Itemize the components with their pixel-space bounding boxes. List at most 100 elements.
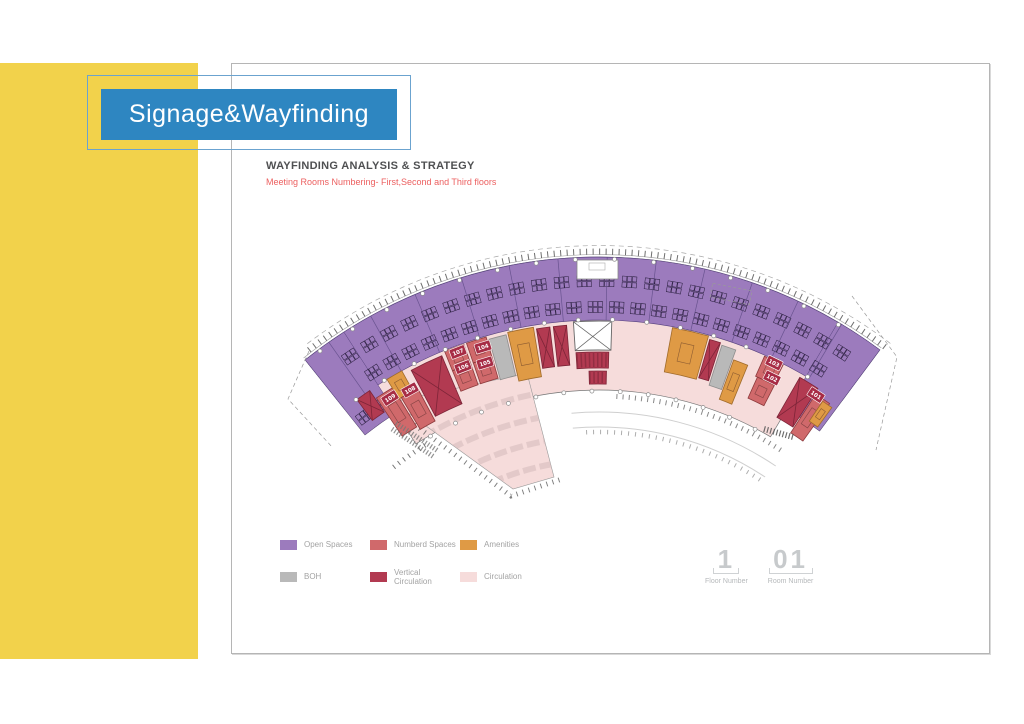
desk-cluster [732, 323, 751, 340]
room-tag: 106 [453, 359, 473, 375]
room-tag-label: 103 [767, 359, 780, 370]
section-subheading: Meeting Rooms Numbering- First,Second an… [266, 177, 497, 187]
room [575, 351, 610, 370]
plan-shape [552, 326, 571, 366]
column [651, 259, 657, 265]
desk-cluster [502, 309, 520, 324]
desk-cluster [553, 276, 570, 289]
desk-cluster [832, 343, 852, 362]
room-furniture [410, 399, 427, 419]
column [384, 307, 390, 313]
column [495, 267, 500, 273]
desk-cluster [608, 301, 625, 314]
legend-swatch-boh [280, 571, 297, 582]
column [690, 266, 695, 271]
room-tags-group: 109 108 107 106 104 105 103 102 101 [380, 339, 826, 407]
room-furniture [814, 408, 826, 421]
column [572, 257, 578, 262]
desk-cluster [508, 281, 526, 296]
legend-item-open-spaces: Open Spaces [280, 539, 370, 550]
column [673, 397, 679, 403]
column [728, 275, 733, 281]
column [508, 326, 513, 332]
desk-cluster [523, 305, 540, 320]
desk-cluster [544, 302, 561, 317]
ramp [390, 426, 436, 460]
slide-title-label: Signage&Wayfinding [128, 100, 370, 128]
plan-shape [557, 258, 564, 322]
room-tag-label: 109 [384, 393, 397, 404]
column [644, 319, 650, 325]
plan-shape [287, 350, 334, 449]
room [708, 344, 737, 391]
room-tag-label: 102 [765, 374, 778, 385]
column [561, 390, 567, 396]
plan-shape [303, 254, 882, 359]
desk-cluster [712, 317, 731, 333]
terrace-box [576, 259, 619, 280]
column [541, 320, 547, 326]
floor-number-label: Floor Number [705, 578, 748, 585]
room-tag-label: 105 [479, 359, 492, 368]
room-number-label: Room Number [767, 578, 814, 585]
desk-cluster [566, 301, 582, 314]
plan-shape [708, 339, 711, 381]
desk-cluster [379, 324, 399, 342]
floor-number-bracket [713, 568, 740, 574]
column [353, 397, 359, 402]
room-number-bracket [768, 568, 813, 574]
desk-cluster [481, 313, 499, 329]
plan-shape [370, 315, 402, 372]
plan-shape [575, 320, 613, 351]
legend-item-circulation: Circulation [460, 571, 550, 582]
legend-swatch-circulation [460, 571, 477, 582]
column [575, 317, 581, 323]
column [479, 409, 484, 415]
plan-shape [698, 342, 721, 379]
floorplan: 109 108 107 106 104 105 103 102 101 [280, 238, 915, 513]
floor-number-block: 1 Floor Number [705, 544, 748, 585]
desk-cluster [813, 332, 832, 350]
plan-shape [307, 245, 891, 344]
column [836, 322, 841, 328]
legend-swatch-open-spaces [280, 539, 297, 550]
legend-swatch-amenities [460, 539, 477, 550]
column [317, 348, 323, 354]
floor-number-value: 1 [717, 544, 736, 574]
room [808, 400, 833, 428]
legend-item-vertical-circulation: Vertical Circulation [370, 568, 460, 586]
plan-shape [557, 325, 567, 367]
desk-cluster [773, 312, 792, 329]
desk-cluster [460, 319, 479, 336]
desk-cluster [709, 289, 728, 305]
column [533, 260, 539, 266]
floorplan-svg: 109 108 107 106 104 105 103 102 101 [287, 245, 898, 499]
plan-shape [586, 429, 762, 482]
plan-shape [616, 394, 784, 453]
desk-cluster [790, 349, 810, 367]
room-tag-label: 108 [404, 385, 417, 396]
desk-cluster [421, 305, 440, 323]
site-arc [571, 411, 776, 467]
desk-cluster [687, 284, 706, 300]
room-number-value: 01 [773, 544, 809, 574]
room [663, 327, 709, 380]
plan-shape [328, 341, 366, 395]
room-tag: 107 [448, 344, 468, 360]
plan-shape [392, 442, 428, 470]
room-furniture [459, 371, 472, 384]
ramp [394, 420, 440, 454]
column [765, 288, 771, 293]
desk-cluster [621, 275, 638, 289]
plan-shape [422, 389, 547, 440]
plan-shape [460, 277, 481, 338]
room-tag: 104 [473, 339, 493, 355]
legend: Open Spaces Numberd Spaces Amenities BOH… [280, 539, 550, 586]
legend-label-open-spaces: Open Spaces [304, 540, 353, 549]
legend-item-amenities: Amenities [460, 539, 550, 550]
room [718, 359, 749, 405]
desk-cluster [340, 347, 360, 366]
room-tag-label: 101 [809, 390, 822, 401]
desk-cluster [793, 321, 812, 339]
column [700, 405, 706, 410]
